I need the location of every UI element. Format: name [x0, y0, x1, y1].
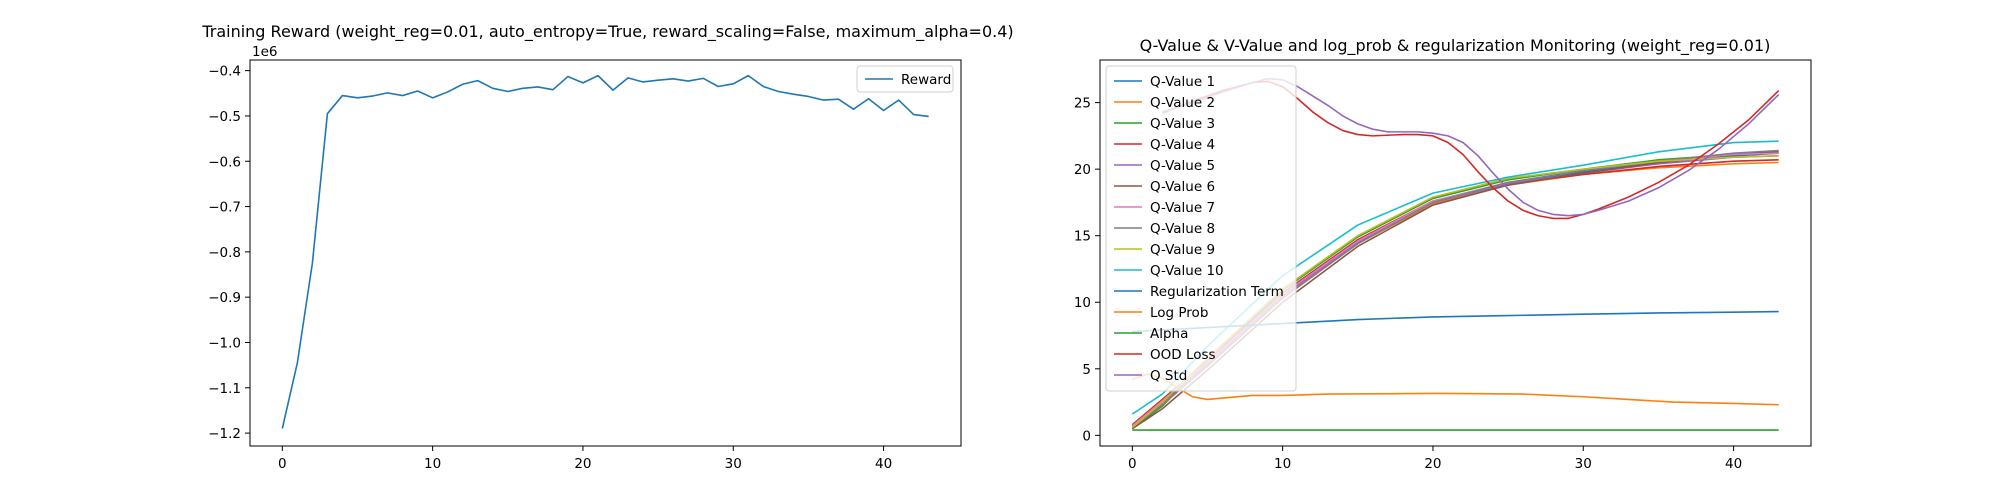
legend-label: Q-Value 9 — [1150, 242, 1215, 258]
qvalue-axis-ticks: 0 10 20 30 40 0 5 10 15 20 25 — [1074, 96, 1742, 472]
y-tick-label: −1.2 — [208, 426, 241, 442]
x-tick-label: 0 — [278, 456, 287, 472]
reward-series-group — [281, 74, 929, 429]
y-tick-label: 10 — [1074, 295, 1091, 311]
y-tick-label: 15 — [1074, 229, 1091, 245]
y-tick-label: 5 — [1082, 362, 1091, 378]
reward-plot-frame — [249, 59, 962, 447]
y-tick-label: −0.4 — [208, 64, 241, 80]
qvalue-legend: Q-Value 1 Q-Value 2 Q-Value 3 Q-Value 4 Q-Va… — [1105, 65, 1297, 392]
x-tick-label: 20 — [1424, 456, 1441, 472]
y-tick-label: −0.7 — [208, 200, 241, 216]
legend-label: Alpha — [1150, 326, 1188, 342]
legend-label: Q-Value 4 — [1150, 137, 1215, 153]
qvalue-plot-frame — [1099, 59, 1812, 447]
reward-axis-ticks: 0 10 20 30 40 −1.2 −1.1 −1.0 −0.9 −0.8 −0.7 −0.6 −0.… — [208, 64, 892, 472]
legend-label: Regularization Term — [1150, 284, 1284, 300]
legend-label: Q-Value 5 — [1150, 158, 1215, 174]
reward-legend: Reward — [856, 65, 954, 93]
legend-label: Q Std — [1150, 368, 1187, 384]
x-tick-label: 20 — [574, 456, 591, 472]
reward-chart: Training Reward (weight_reg=0.01, auto_e… — [201, 22, 1013, 472]
qvalue-chart-title: Q-Value & V-Value and log_prob & regular… — [1140, 36, 1771, 56]
legend-label: Q-Value 7 — [1150, 200, 1215, 216]
legend-label: Q-Value 2 — [1150, 95, 1215, 111]
legend-box — [856, 65, 954, 93]
legend-label: Log Prob — [1150, 305, 1208, 321]
legend-label: Reward — [901, 72, 951, 88]
legend-label: Q-Value 6 — [1150, 179, 1215, 195]
x-tick-label: 40 — [875, 456, 892, 472]
x-tick-label: 10 — [424, 456, 441, 472]
legend-box — [1105, 65, 1297, 392]
legend-label: Q-Value 1 — [1150, 74, 1215, 90]
legend-label: Q-Value 8 — [1150, 221, 1215, 237]
y-tick-label: −0.6 — [208, 154, 241, 170]
x-tick-label: 40 — [1725, 456, 1742, 472]
y-tick-label: −1.0 — [208, 335, 241, 351]
legend-label: OOD Loss — [1150, 347, 1216, 363]
x-tick-label: 30 — [725, 456, 742, 472]
y-tick-label: 0 — [1082, 428, 1091, 444]
reward-offset-label: 1e6 — [252, 44, 277, 60]
legend-label: Q-Value 10 — [1150, 263, 1224, 279]
y-tick-label: −0.5 — [208, 109, 241, 125]
legend-label: Q-Value 3 — [1150, 116, 1215, 132]
reward-chart-title: Training Reward (weight_reg=0.01, auto_e… — [201, 22, 1013, 42]
x-tick-label: 0 — [1128, 456, 1137, 472]
x-tick-label: 10 — [1274, 456, 1291, 472]
y-tick-label: 20 — [1074, 162, 1091, 178]
y-tick-label: −0.9 — [208, 290, 241, 306]
y-tick-label: −0.8 — [208, 245, 241, 261]
y-tick-label: −1.1 — [208, 381, 241, 397]
qvalue-chart: Q-Value & V-Value and log_prob & regular… — [1074, 36, 1812, 472]
x-tick-label: 30 — [1575, 456, 1592, 472]
y-tick-label: 25 — [1074, 96, 1091, 112]
series-line-reward — [281, 74, 929, 429]
